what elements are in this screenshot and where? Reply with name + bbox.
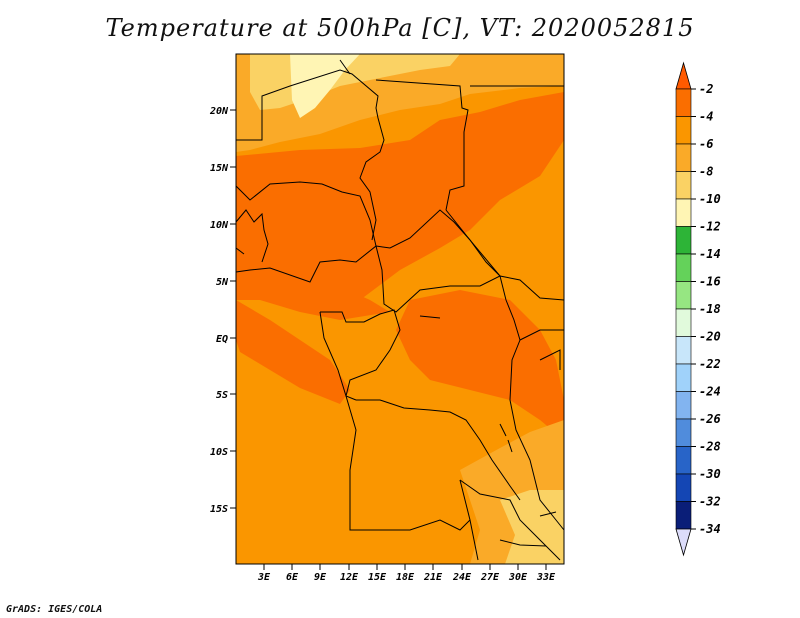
colorbar-swatch	[675, 308, 692, 337]
colorbar-swatch	[675, 171, 692, 200]
colorbar-swatch	[675, 473, 692, 502]
lon-tick-label: 30E	[508, 572, 528, 583]
lon-tick-label: 21E	[423, 572, 443, 583]
lat-tick-label: 10S	[210, 447, 228, 458]
colorbar-swatch	[675, 391, 692, 420]
colorbar: -2 -4 -6 -8 -10 -12 -14 -16 -18 -20 -22 -24 -26 -28 -3…	[675, 61, 721, 557]
border-nigeria	[235, 181, 377, 283]
field-warm-west	[236, 300, 350, 404]
colorbar-label: -28	[699, 440, 721, 454]
border-north-1	[236, 69, 385, 241]
colorbar-swatch	[675, 281, 692, 310]
border-westafrica	[235, 209, 269, 263]
lon-tick-label: 3E	[257, 572, 271, 583]
colorbar-swatch	[675, 501, 692, 530]
colorbar-label: -34	[699, 522, 721, 536]
colorbar-label: -2	[699, 82, 713, 96]
colorbar-swatch	[675, 446, 692, 475]
border-east-1	[499, 275, 565, 531]
lat-tick-label: 15N	[210, 163, 229, 174]
colorbar-swatch	[675, 143, 692, 172]
colorbar-swatch	[675, 418, 692, 447]
lon-tick-label: 12E	[340, 572, 359, 583]
colorbar-upper-arrow	[675, 61, 692, 90]
colorbar-label: -10	[699, 192, 721, 206]
colorbar-label: -6	[699, 137, 713, 151]
colorbar-label: -12	[699, 220, 721, 234]
colorbar-swatch	[675, 226, 692, 255]
border-angola	[345, 395, 471, 531]
colorbar-swatch	[675, 88, 692, 117]
map-frame	[235, 53, 565, 565]
colorbar-swatch	[675, 116, 692, 145]
field-warm-band-2	[236, 260, 390, 320]
lon-tick-label: 6E	[286, 572, 299, 583]
border-north-2	[339, 59, 469, 211]
border-east-2	[519, 329, 564, 370]
lat-tick-label: 10N	[210, 220, 229, 231]
colorbar-label: -8	[699, 165, 713, 179]
border-sudan	[445, 209, 565, 301]
border-congo-2	[319, 311, 347, 397]
colorbar-label: -18	[699, 302, 721, 316]
colorbar-label: -16	[699, 275, 721, 289]
lon-tick-label: 27E	[480, 572, 500, 583]
lon-tick-label: 33E	[536, 572, 556, 583]
field-southeast-cooler	[500, 490, 564, 564]
colorbar-label: -4	[699, 110, 713, 124]
colorbar-swatch	[675, 198, 692, 227]
field-warm-band-1	[236, 92, 564, 300]
lake-marks	[419, 315, 557, 517]
map-title: Temperature at 500hPa [C], VT: 202005281…	[105, 14, 695, 42]
colorbar-swatch	[675, 336, 692, 365]
lon-tick-label: 18E	[396, 572, 415, 583]
border-south-2	[469, 519, 547, 561]
lat-axis: 20N 15N 10N 5N EQ 5S 10S 15S	[209, 106, 236, 515]
country-borders	[235, 59, 565, 561]
border-south-1	[459, 479, 561, 561]
colorbar-label: -14	[699, 247, 721, 261]
colorbar-label: -20	[699, 330, 721, 344]
border-congo-1	[320, 309, 401, 401]
colorbar-label: -22	[699, 357, 721, 371]
colorbar-lower-arrow	[675, 528, 692, 557]
border-drc	[356, 399, 521, 501]
colorbar-label: -24	[699, 385, 721, 399]
lat-tick-label: 5N	[216, 277, 229, 288]
grads-credit: GrADS: IGES/COLA	[6, 604, 103, 615]
lat-tick-label: 15S	[210, 504, 228, 515]
lat-tick-label: 5S	[216, 390, 228, 401]
lon-tick-label: 15E	[368, 572, 387, 583]
colorbar-label: -32	[699, 495, 721, 509]
lat-tick-label: 20N	[209, 106, 229, 117]
colorbar-label: -30	[699, 467, 721, 481]
colorbar-swatch	[675, 363, 692, 392]
lon-tick-label: 9E	[314, 572, 327, 583]
colorbar-swatch	[675, 253, 692, 282]
colorbar-label: -26	[699, 412, 721, 426]
lon-axis: 3E 6E 9E 12E 15E 18E 21E 24E 27E 30E 33E	[257, 564, 556, 583]
lon-tick-label: 24E	[452, 572, 472, 583]
field-warm-east	[396, 290, 564, 440]
field-north-coolest	[290, 54, 360, 118]
lat-tick-label: EQ	[216, 334, 228, 345]
